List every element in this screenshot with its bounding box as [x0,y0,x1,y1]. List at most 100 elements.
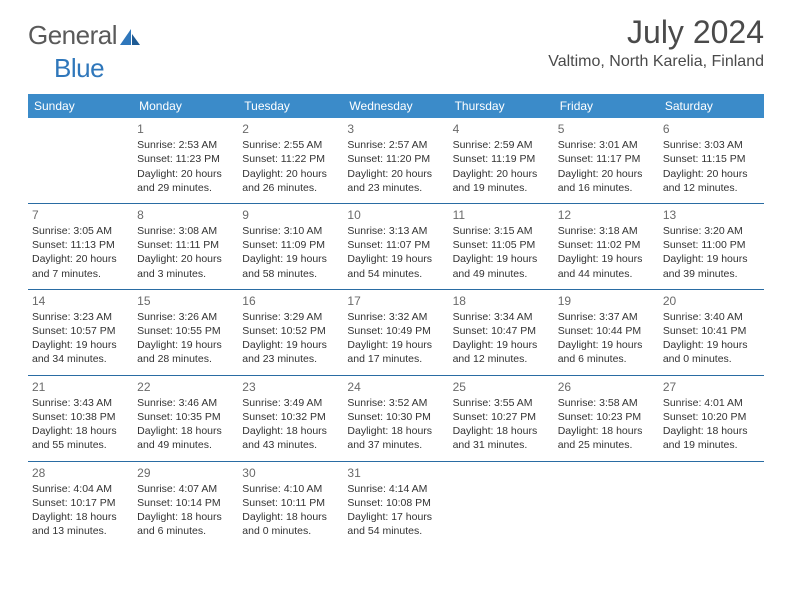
day-cell: 30Sunrise: 4:10 AMSunset: 10:11 PMDaylig… [238,461,343,546]
sun-info-line: Sunset: 10:14 PM [137,496,234,510]
day-number: 22 [137,379,234,395]
calendar-week: 21Sunrise: 3:43 AMSunset: 10:38 PMDaylig… [28,375,764,461]
day-cell: 26Sunrise: 3:58 AMSunset: 10:23 PMDaylig… [554,375,659,461]
sun-info-line: Daylight: 18 hours [242,424,339,438]
day-cell: 17Sunrise: 3:32 AMSunset: 10:49 PMDaylig… [343,289,448,375]
sun-info-line: and 49 minutes. [137,438,234,452]
sun-info-line: and 26 minutes. [242,181,339,195]
sun-info-line: Sunrise: 3:40 AM [663,310,760,324]
sun-info-line: Sunset: 11:19 PM [453,152,550,166]
day-header: Tuesday [238,94,343,118]
day-cell: 21Sunrise: 3:43 AMSunset: 10:38 PMDaylig… [28,375,133,461]
day-number: 16 [242,293,339,309]
sun-info-line: Sunrise: 3:05 AM [32,224,129,238]
sun-info-line: and 6 minutes. [137,524,234,538]
sun-info-line: Daylight: 19 hours [558,252,655,266]
day-cell: 23Sunrise: 3:49 AMSunset: 10:32 PMDaylig… [238,375,343,461]
sun-info-line: Daylight: 19 hours [242,252,339,266]
sun-info-line: Sunset: 10:17 PM [32,496,129,510]
sun-info-line: Sunrise: 2:55 AM [242,138,339,152]
sun-info-line: Daylight: 20 hours [32,252,129,266]
day-number: 26 [558,379,655,395]
sun-info-line: Daylight: 20 hours [137,252,234,266]
sun-info-line: Sunset: 10:57 PM [32,324,129,338]
sun-info-line: and 16 minutes. [558,181,655,195]
day-cell: 6Sunrise: 3:03 AMSunset: 11:15 PMDayligh… [659,118,764,203]
day-number: 18 [453,293,550,309]
sun-info-line: Sunrise: 3:34 AM [453,310,550,324]
empty-cell [659,461,764,546]
sun-info-line: Sunrise: 3:55 AM [453,396,550,410]
sun-info-line: Sunset: 10:44 PM [558,324,655,338]
sun-info-line: Daylight: 19 hours [663,252,760,266]
sun-info-line: Daylight: 20 hours [663,167,760,181]
sun-info-line: Sunrise: 3:13 AM [347,224,444,238]
sun-info-line: Sunset: 10:47 PM [453,324,550,338]
sun-info-line: and 39 minutes. [663,267,760,281]
day-cell: 28Sunrise: 4:04 AMSunset: 10:17 PMDaylig… [28,461,133,546]
day-header: Monday [133,94,238,118]
sun-info-line: and 34 minutes. [32,352,129,366]
day-cell: 8Sunrise: 3:08 AMSunset: 11:11 PMDayligh… [133,203,238,289]
sun-info-line: Sunset: 11:02 PM [558,238,655,252]
sun-info-line: Daylight: 18 hours [137,424,234,438]
day-cell: 27Sunrise: 4:01 AMSunset: 10:20 PMDaylig… [659,375,764,461]
calendar-week: 28Sunrise: 4:04 AMSunset: 10:17 PMDaylig… [28,461,764,546]
day-header-row: SundayMondayTuesdayWednesdayThursdayFrid… [28,94,764,118]
sun-info-line: Sunset: 10:41 PM [663,324,760,338]
sun-info-line: Daylight: 19 hours [663,338,760,352]
day-cell: 19Sunrise: 3:37 AMSunset: 10:44 PMDaylig… [554,289,659,375]
day-number: 27 [663,379,760,395]
day-cell: 11Sunrise: 3:15 AMSunset: 11:05 PMDaylig… [449,203,554,289]
sun-info-line: Daylight: 18 hours [453,424,550,438]
sun-info-line: Sunrise: 3:29 AM [242,310,339,324]
sun-info-line: and 19 minutes. [663,438,760,452]
sun-info-line: Sunset: 10:23 PM [558,410,655,424]
sun-info-line: Daylight: 19 hours [347,338,444,352]
day-header: Thursday [449,94,554,118]
sun-info-line: Sunset: 10:08 PM [347,496,444,510]
sun-info-line: Daylight: 17 hours [347,510,444,524]
day-cell: 14Sunrise: 3:23 AMSunset: 10:57 PMDaylig… [28,289,133,375]
day-number: 6 [663,121,760,137]
day-cell: 13Sunrise: 3:20 AMSunset: 11:00 PMDaylig… [659,203,764,289]
day-number: 3 [347,121,444,137]
location-label: Valtimo, North Karelia, Finland [548,53,764,71]
day-cell: 29Sunrise: 4:07 AMSunset: 10:14 PMDaylig… [133,461,238,546]
sun-info-line: Sunrise: 3:52 AM [347,396,444,410]
sun-info-line: Sunset: 10:32 PM [242,410,339,424]
day-number: 23 [242,379,339,395]
day-cell: 1Sunrise: 2:53 AMSunset: 11:23 PMDayligh… [133,118,238,203]
day-number: 17 [347,293,444,309]
day-number: 25 [453,379,550,395]
day-number: 9 [242,207,339,223]
sun-info-line: and 6 minutes. [558,352,655,366]
month-title: July 2024 [548,14,764,51]
sun-info-line: Sunset: 11:09 PM [242,238,339,252]
day-header: Friday [554,94,659,118]
sun-info-line: Sunrise: 2:53 AM [137,138,234,152]
calendar-body: 1Sunrise: 2:53 AMSunset: 11:23 PMDayligh… [28,118,764,546]
sun-info-line: Daylight: 18 hours [347,424,444,438]
sun-info-line: Sunset: 11:23 PM [137,152,234,166]
day-cell: 15Sunrise: 3:26 AMSunset: 10:55 PMDaylig… [133,289,238,375]
day-number: 12 [558,207,655,223]
day-header: Sunday [28,94,133,118]
sun-info-line: Sunset: 11:07 PM [347,238,444,252]
sun-info-line: Daylight: 20 hours [137,167,234,181]
sun-info-line: and 58 minutes. [242,267,339,281]
sun-info-line: Daylight: 18 hours [242,510,339,524]
sun-info-line: and 23 minutes. [347,181,444,195]
sun-info-line: and 19 minutes. [453,181,550,195]
sun-info-line: Daylight: 19 hours [137,338,234,352]
sun-info-line: Sunrise: 4:10 AM [242,482,339,496]
sun-info-line: and 43 minutes. [242,438,339,452]
sun-info-line: Sunset: 11:15 PM [663,152,760,166]
sun-info-line: Sunrise: 3:58 AM [558,396,655,410]
sun-info-line: Sunset: 10:27 PM [453,410,550,424]
day-number: 31 [347,465,444,481]
sun-info-line: Daylight: 20 hours [242,167,339,181]
day-number: 14 [32,293,129,309]
sun-info-line: Sunset: 10:55 PM [137,324,234,338]
day-cell: 16Sunrise: 3:29 AMSunset: 10:52 PMDaylig… [238,289,343,375]
